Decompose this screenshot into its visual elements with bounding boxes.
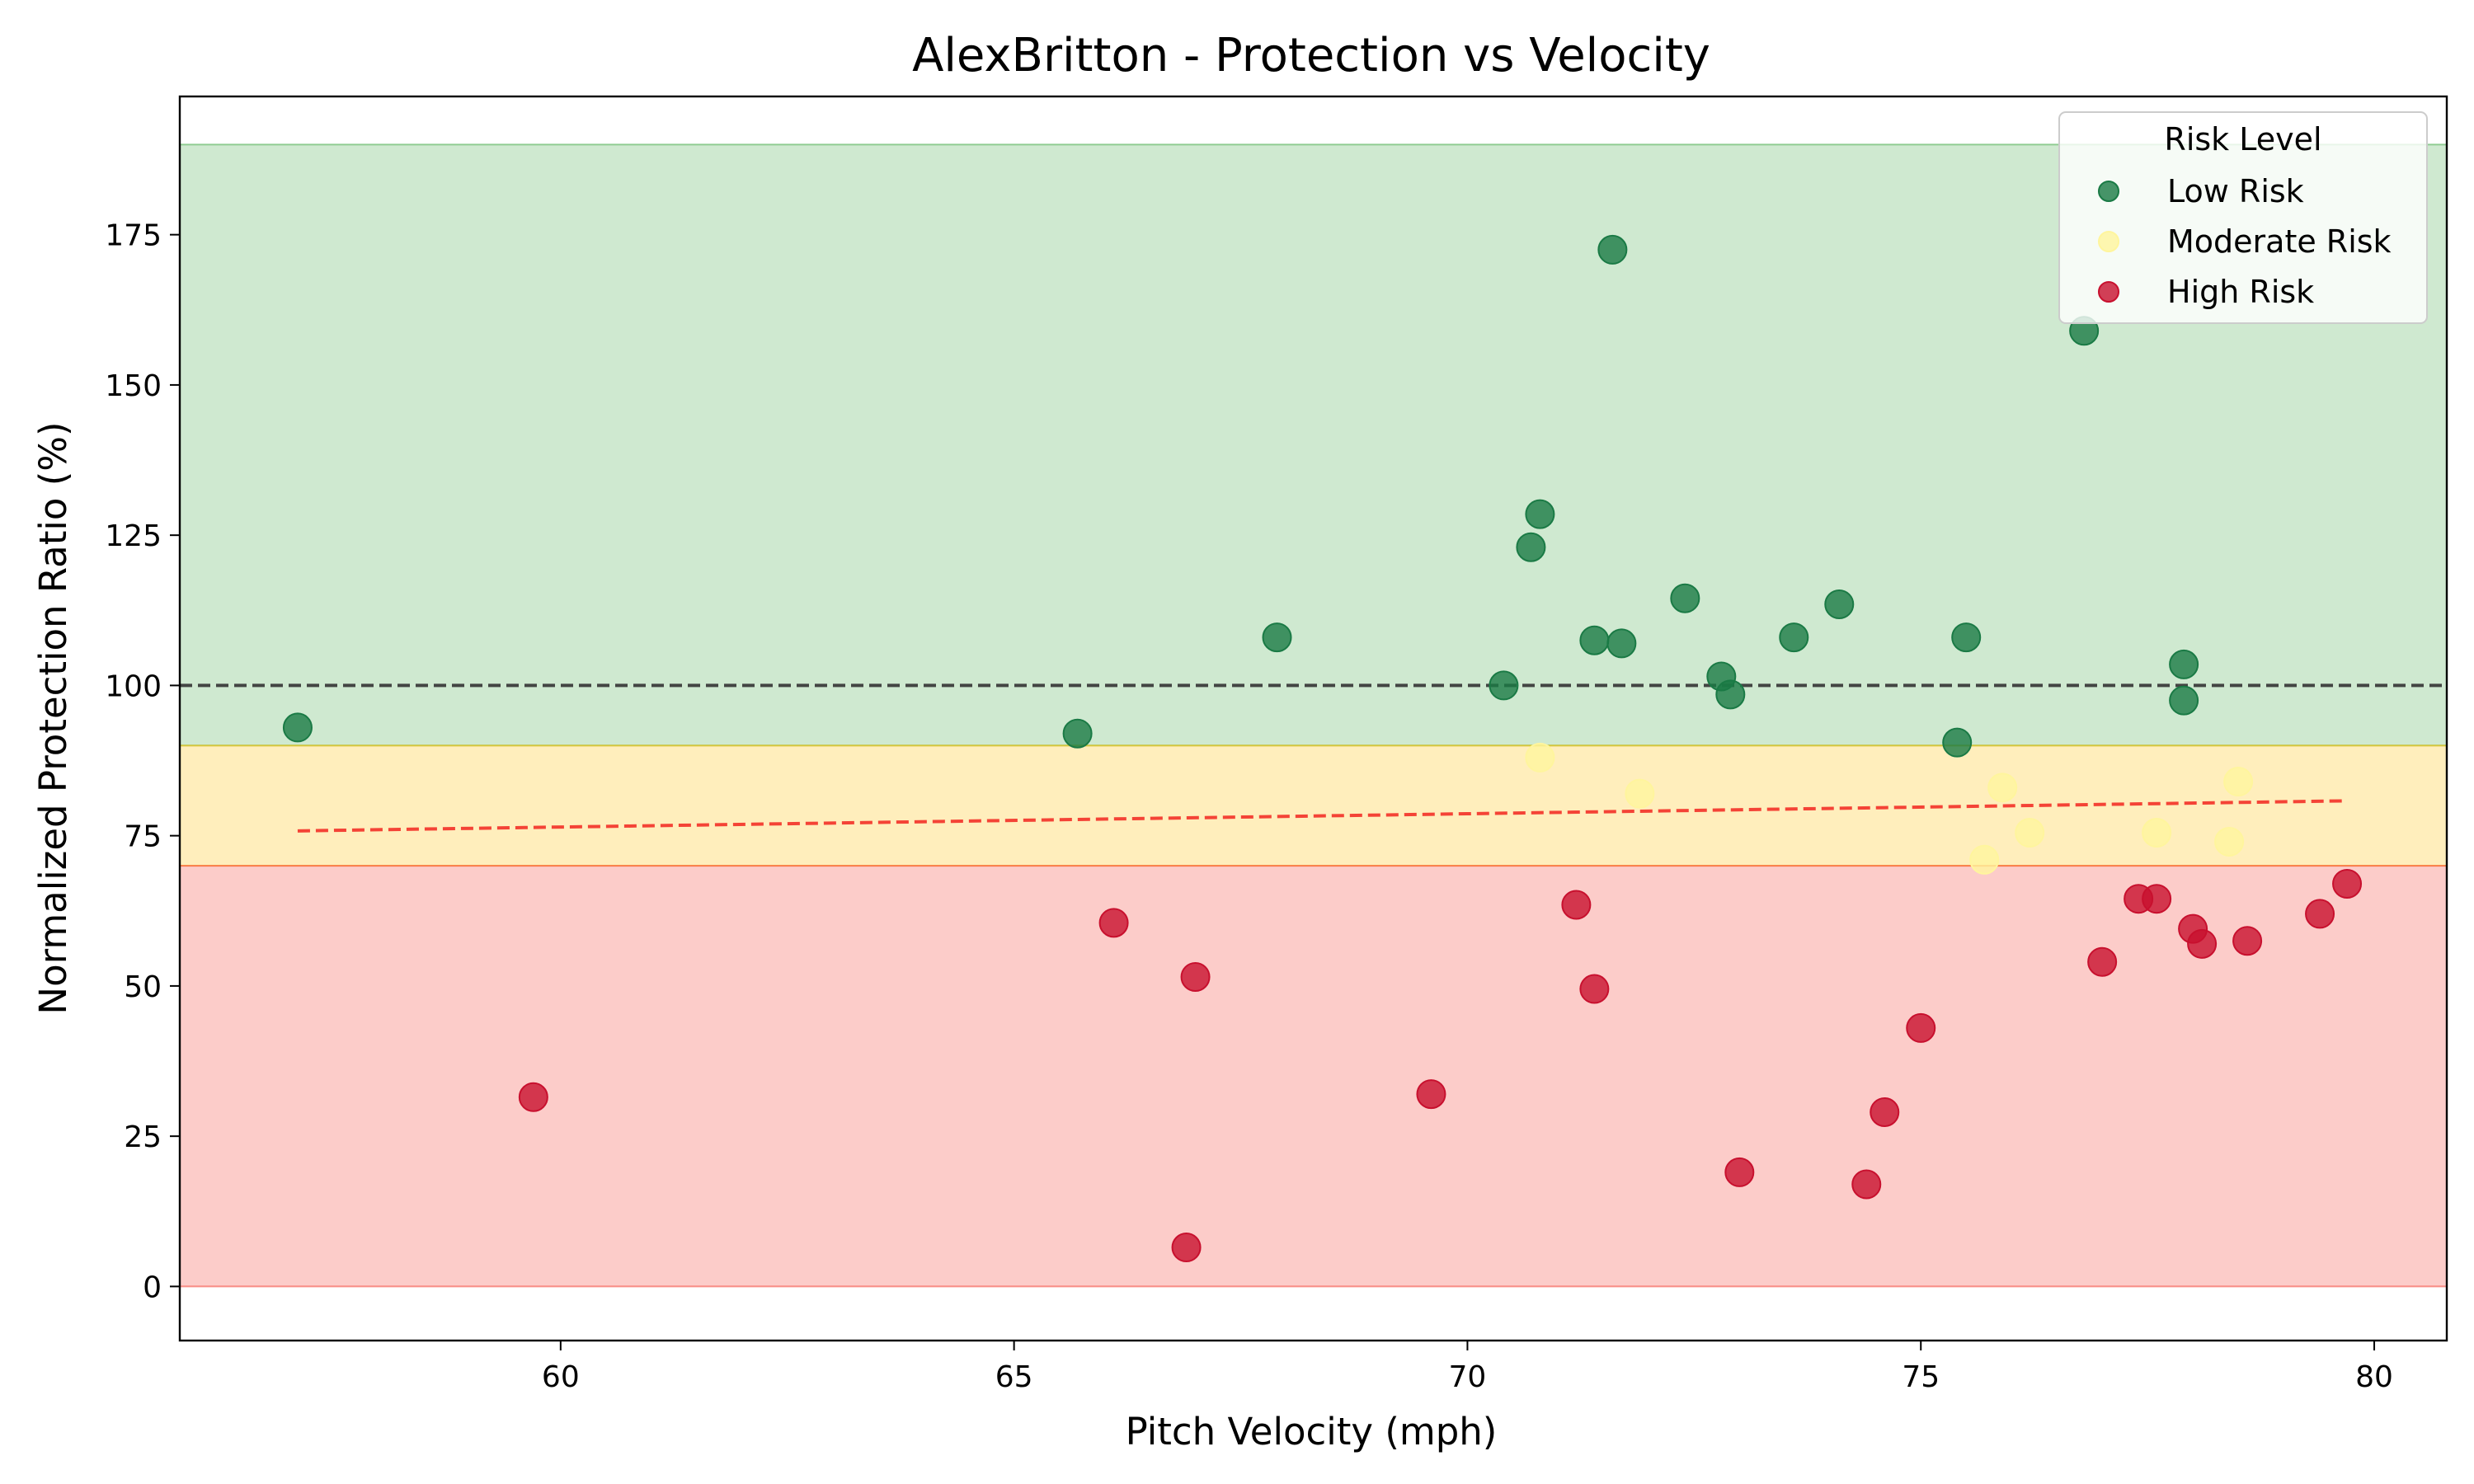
point-high-risk (1906, 1012, 1936, 1043)
legend-marker-high-risk (2098, 281, 2119, 303)
x-tick-label: 65 (995, 1360, 1033, 1394)
legend-label-moderate-risk: Moderate Risk (2167, 223, 2392, 260)
point-high-risk (1416, 1079, 1446, 1110)
point-moderate-risk (2142, 818, 2172, 848)
point-low-risk (1824, 589, 1855, 619)
y-tick-label: 100 (105, 669, 162, 703)
x-axis-label: Pitch Velocity (mph) (1126, 1410, 1498, 1453)
point-low-risk (1942, 727, 1973, 758)
plot-frame (178, 95, 2448, 1342)
x-tick-label: 70 (1449, 1360, 1487, 1394)
point-high-risk (2187, 928, 2218, 959)
point-high-risk (1098, 908, 1129, 938)
point-low-risk (2169, 685, 2199, 716)
point-moderate-risk (2015, 818, 2045, 848)
point-low-risk (1951, 622, 1982, 653)
point-high-risk (2087, 946, 2118, 977)
y-tick-label: 25 (124, 1120, 162, 1154)
y-tick-label: 0 (143, 1270, 162, 1304)
y-tick-label: 150 (105, 369, 162, 403)
y-tick-label: 125 (105, 519, 162, 553)
legend-items: Low Risk Moderate Risk High Risk (2098, 173, 2392, 310)
point-low-risk (1606, 628, 1637, 659)
point-moderate-risk (1625, 778, 1655, 809)
point-high-risk (2332, 868, 2363, 899)
point-high-risk (1171, 1233, 1202, 1263)
point-moderate-risk (1969, 844, 2000, 875)
chart-title: AlexBritton - Protection vs Velocity (912, 29, 1710, 82)
point-low-risk (1715, 679, 1746, 710)
point-moderate-risk (1987, 773, 2018, 803)
point-low-risk (1489, 670, 1519, 701)
point-high-risk (1870, 1097, 1900, 1127)
point-moderate-risk (1525, 742, 1555, 773)
point-high-risk (1851, 1169, 1882, 1200)
point-high-risk (1180, 961, 1211, 992)
y-tick-label: 50 (124, 970, 162, 1004)
x-tick-label: 75 (1902, 1360, 1940, 1394)
y-tick-label: 75 (124, 820, 162, 854)
legend-label-low-risk: Low Risk (2167, 173, 2304, 209)
point-low-risk (1516, 532, 1546, 562)
point-low-risk (1779, 622, 1809, 653)
point-low-risk (282, 712, 313, 743)
trend-line (297, 799, 2348, 833)
point-low-risk (1525, 499, 1555, 529)
point-low-risk (1062, 718, 1093, 749)
band-moderate-risk (179, 744, 2448, 867)
point-low-risk (1579, 625, 1610, 655)
point-high-risk (2232, 926, 2263, 956)
point-high-risk (1724, 1157, 1755, 1187)
data-points (282, 234, 2363, 1263)
point-high-risk (1579, 974, 1610, 1004)
band-high-risk (179, 865, 2448, 1288)
x-tick-label: 60 (542, 1360, 580, 1394)
legend-marker-low-risk (2098, 181, 2119, 202)
legend-box (2058, 111, 2428, 324)
legend-title: Risk Level (2164, 121, 2321, 157)
legend-label-high-risk: High Risk (2167, 274, 2314, 310)
point-low-risk (1262, 622, 1292, 653)
y-axis-label: Normalized Protection Ratio (%) (31, 421, 75, 1014)
x-axis: 60 65 70 75 80 (542, 1341, 2393, 1394)
point-high-risk (518, 1082, 548, 1112)
legend-marker-moderate-risk (2098, 231, 2119, 252)
x-tick-label: 80 (2355, 1360, 2393, 1394)
point-moderate-risk (2223, 767, 2254, 797)
point-high-risk (2142, 884, 2172, 914)
reference-lines (180, 683, 2447, 833)
y-axis: 0 25 50 75 100 125 150 175 (105, 219, 180, 1304)
legend: Risk Level Low Risk Moderate Risk High Ris… (2058, 111, 2428, 324)
point-moderate-risk (2214, 826, 2245, 857)
point-low-risk (1670, 583, 1700, 613)
point-low-risk (1597, 234, 1628, 265)
y-tick-label: 175 (105, 219, 162, 253)
point-high-risk (1561, 890, 1592, 920)
point-high-risk (2305, 899, 2335, 929)
point-low-risk (2169, 649, 2199, 679)
